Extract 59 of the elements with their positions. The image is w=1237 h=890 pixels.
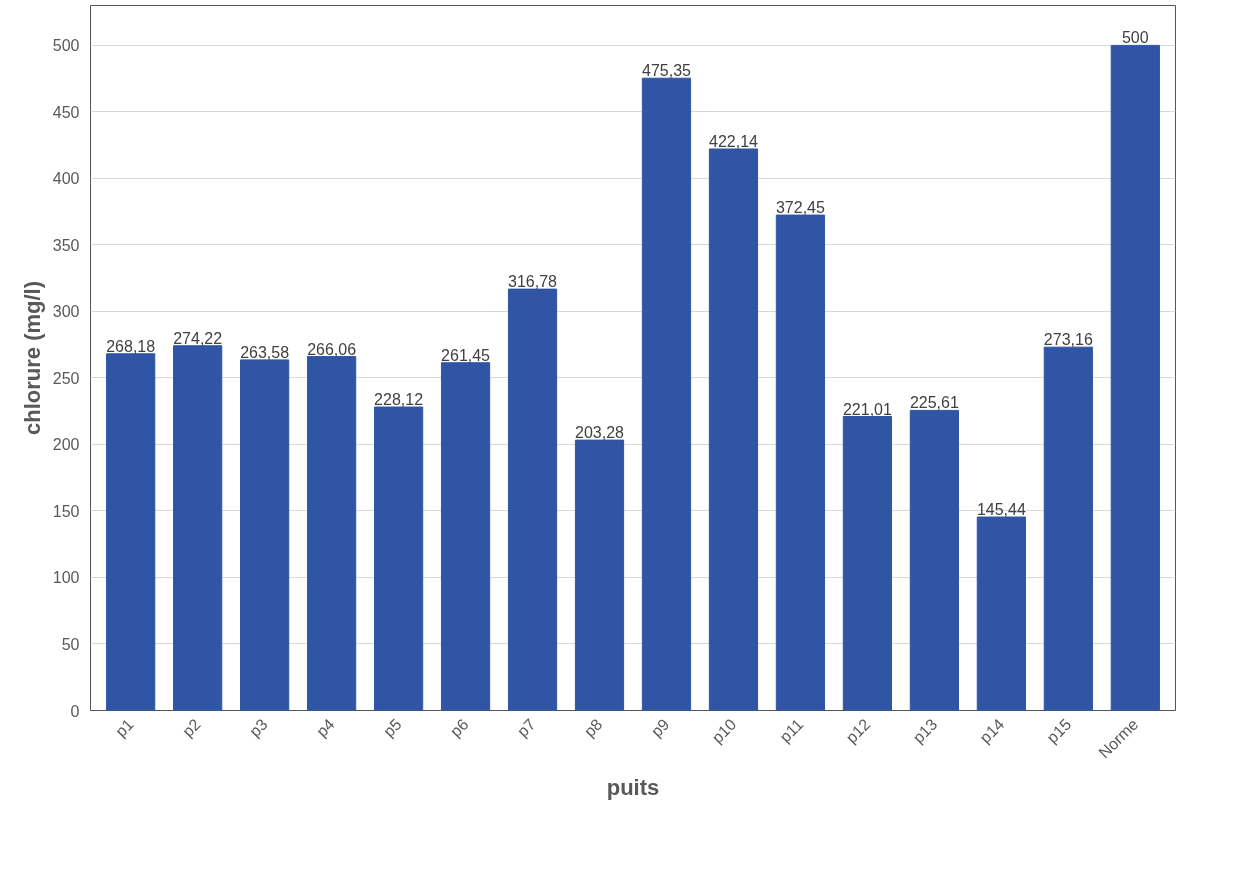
x-tick-label: p14 [976, 715, 1008, 747]
bar [1043, 346, 1093, 711]
x-tick-label: p12 [842, 715, 874, 747]
y-tick-label: 100 [52, 569, 80, 587]
x-tick-label: p7 [513, 715, 539, 741]
y-tick-label: 400 [52, 170, 80, 188]
y-axis-title: chlorure (mg/l) [19, 280, 45, 436]
y-tick-label: 350 [52, 236, 80, 254]
x-tick-label: p2 [179, 715, 204, 741]
x-tick-label: p10 [708, 715, 740, 747]
data-label: 203,28 [575, 424, 625, 442]
data-label: 221,01 [842, 400, 892, 418]
x-tick-label: p8 [580, 715, 606, 741]
bar [641, 77, 692, 711]
data-label: 273,16 [1043, 331, 1093, 349]
x-axis-title: puits [606, 775, 660, 801]
data-label: 500 [1121, 29, 1149, 47]
bar [842, 416, 893, 711]
x-tick-label: p4 [313, 715, 338, 741]
x-tick-label: p1 [112, 715, 137, 741]
bar [307, 356, 357, 711]
bar [574, 439, 625, 711]
bar [240, 359, 290, 711]
bar [976, 516, 1026, 711]
x-tick-label: p6 [446, 715, 472, 741]
y-tick-label: 450 [52, 103, 80, 121]
data-label: 372,45 [775, 199, 826, 217]
y-tick-label: 150 [52, 502, 80, 520]
x-tick-label: p3 [246, 715, 271, 741]
y-tick-label: 250 [52, 369, 80, 387]
x-tick-label: p5 [379, 715, 405, 741]
data-label: 145,44 [976, 501, 1026, 519]
bar [373, 406, 424, 711]
bar [708, 148, 759, 711]
y-tick-label: 0 [70, 702, 80, 720]
data-label: 225,61 [909, 394, 959, 412]
y-tick-label: 300 [52, 303, 80, 321]
data-label: 228,12 [374, 391, 424, 409]
y-tick-label: 200 [52, 436, 80, 454]
bar [775, 214, 826, 711]
x-tick-label: p13 [909, 715, 941, 747]
data-label: 316,78 [508, 273, 558, 291]
data-label: 263,58 [240, 343, 290, 361]
bar [1110, 44, 1160, 711]
x-tick-label: p9 [647, 715, 673, 741]
data-label: 266,06 [307, 340, 357, 358]
bar [440, 362, 491, 711]
data-label: 261,45 [441, 346, 491, 364]
data-label: 268,18 [106, 337, 156, 355]
y-tick-label: 50 [61, 635, 80, 653]
y-tick-label: 500 [52, 37, 80, 55]
data-label: 274,22 [173, 329, 223, 347]
bar [909, 409, 959, 711]
data-label: 475,35 [642, 62, 692, 80]
x-tick-label: p11 [776, 715, 807, 746]
bar [507, 288, 558, 711]
bar [106, 353, 156, 711]
data-label: 422,14 [708, 132, 759, 150]
bar [173, 345, 223, 711]
